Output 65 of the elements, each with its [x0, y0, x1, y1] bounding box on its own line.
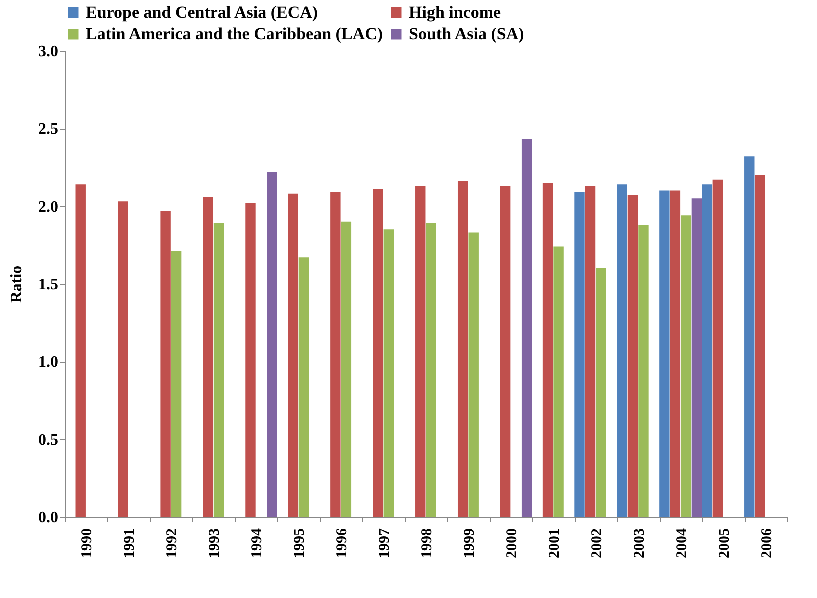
y-axis-title: Ratio: [8, 266, 26, 304]
bar: [416, 186, 426, 517]
bar: [341, 222, 352, 517]
bar: [373, 189, 384, 517]
x-tick-label: 1993: [207, 528, 224, 558]
bar: [500, 186, 511, 517]
bar: [468, 232, 479, 517]
legend-label: South Asia (SA): [409, 24, 524, 44]
x-tick-label: 1992: [164, 528, 181, 558]
bar: [384, 230, 394, 517]
bar: [542, 183, 554, 517]
bar: [76, 184, 86, 517]
y-tick-label: 1.0: [38, 354, 58, 372]
x-tick-label: 1996: [334, 528, 351, 558]
y-tick-label: 3.0: [38, 44, 58, 60]
y-tick-label: 2.5: [38, 121, 58, 138]
bar: [160, 210, 171, 517]
x-tick-label: 2001: [546, 528, 563, 558]
x-tick-label: 2005: [716, 528, 733, 558]
bar: [628, 195, 638, 517]
y-tick-label: 0.5: [38, 432, 58, 449]
bar: [171, 251, 182, 517]
x-tick-label: 2003: [632, 528, 648, 558]
legend-label: High income: [409, 2, 502, 22]
x-tick-label: 2002: [589, 528, 606, 558]
x-tick-label: 1994: [250, 528, 266, 558]
x-tick-label: 2000: [504, 528, 520, 558]
y-tick-label: 0.0: [38, 510, 58, 526]
bar: [712, 180, 724, 517]
bar: [246, 203, 256, 517]
bar: [755, 175, 766, 517]
bar: [267, 172, 278, 517]
x-tick-label: 1995: [292, 528, 308, 558]
bar: [574, 192, 585, 517]
bar: [692, 198, 702, 517]
bar: [617, 184, 628, 517]
bar: [554, 246, 564, 517]
bar: [458, 181, 468, 517]
bar: [288, 194, 298, 517]
bar: [522, 140, 532, 517]
bar: [214, 223, 224, 517]
bar: [638, 224, 649, 517]
x-tick-label: 1998: [420, 528, 436, 558]
bar: [585, 186, 596, 517]
bar: [670, 190, 681, 517]
bar: [681, 216, 692, 517]
bar: [744, 156, 755, 517]
x-tick-label: 2004: [674, 528, 690, 558]
x-tick-label: 2006: [759, 528, 776, 558]
x-tick-label: 1999: [462, 528, 478, 558]
legend-label: Latin America and the Caribbean (LAC): [86, 24, 384, 44]
y-tick-label: 1.5: [38, 276, 58, 294]
bar: [426, 223, 436, 517]
x-tick-label: 1991: [122, 528, 138, 558]
bar: [118, 202, 128, 517]
bar: [596, 268, 606, 517]
bar: [660, 190, 670, 517]
y-tick-label: 2.0: [38, 198, 58, 216]
legend-label: Europe and Central Asia (ECA): [86, 2, 318, 22]
bar: [298, 258, 310, 517]
x-tick-label: 1990: [80, 528, 96, 558]
bar: [330, 192, 341, 517]
bar: [702, 184, 712, 517]
x-tick-label: 1997: [377, 528, 394, 558]
bar: [203, 197, 214, 517]
